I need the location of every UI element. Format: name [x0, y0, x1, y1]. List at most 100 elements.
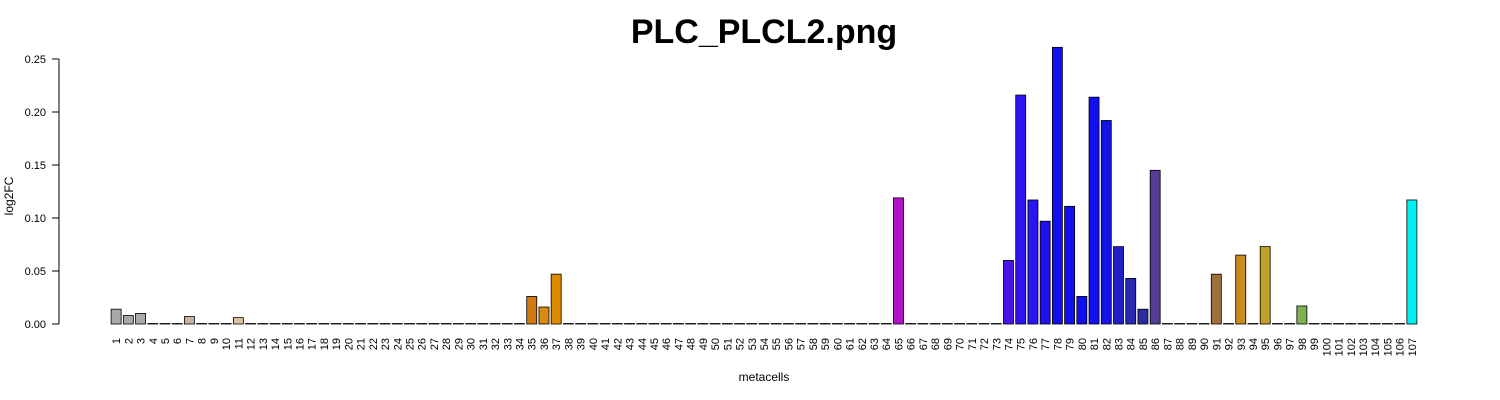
x-tick-label: 39: [576, 338, 588, 350]
bar-30: [465, 323, 477, 325]
bar-104: [1369, 323, 1381, 325]
bar-55: [770, 323, 782, 325]
x-tick-label: 71: [967, 338, 979, 350]
x-tick-label: 70: [955, 338, 967, 350]
bars: [110, 46, 1418, 325]
bar-67: [917, 323, 929, 325]
x-tick-label: 36: [539, 338, 551, 350]
bar-86: [1149, 169, 1161, 325]
bar-5: [159, 323, 171, 325]
bar-99: [1308, 323, 1320, 325]
bar-79: [1064, 205, 1076, 325]
x-tick-label: 102: [1346, 338, 1358, 356]
bar-82: [1100, 120, 1112, 325]
x-tick-label: 24: [392, 338, 404, 350]
y-tick-label: 0.05: [25, 266, 46, 278]
y-tick-label: 0.15: [25, 160, 46, 172]
bar-37: [550, 273, 562, 325]
bar-65: [893, 197, 904, 325]
bar-53: [746, 323, 758, 325]
x-tick-label: 19: [331, 338, 343, 350]
x-tick-label: 51: [722, 338, 734, 350]
bar-106: [1394, 323, 1406, 325]
x-tick-label: 16: [294, 338, 306, 350]
bar-61: [844, 323, 855, 325]
x-tick-label: 45: [649, 338, 661, 350]
x-tick-label: 50: [710, 338, 722, 350]
y-tick-label: 0.00: [25, 319, 46, 331]
x-tick-label: 89: [1187, 338, 1199, 350]
x-tick-label: 18: [319, 338, 331, 350]
x-tick-label: 43: [625, 338, 637, 350]
bar-46: [660, 323, 672, 325]
x-tick-label: 6: [172, 338, 184, 344]
bar-83: [1113, 246, 1124, 325]
x-tick-label: 84: [1126, 338, 1138, 350]
bar-18: [318, 323, 330, 325]
x-tick-label: 34: [515, 338, 527, 350]
bar-45: [648, 323, 660, 325]
x-tick-label: 54: [759, 338, 771, 350]
x-tick-label: 80: [1077, 338, 1089, 350]
y-tick-label: 0.10: [25, 213, 46, 225]
x-tick-label: 37: [551, 338, 563, 350]
bar-22: [367, 323, 379, 325]
bar-72: [978, 323, 990, 325]
bar-71: [966, 323, 978, 325]
bar-49: [697, 323, 709, 325]
bar-59: [819, 323, 831, 325]
x-tick-label: 99: [1309, 338, 1321, 350]
x-tick-label: 44: [637, 338, 649, 350]
bar-88: [1174, 323, 1186, 325]
bar-78: [1051, 46, 1063, 325]
x-tick-label: 106: [1395, 338, 1407, 356]
bar-69: [941, 323, 953, 325]
bar-87: [1161, 323, 1173, 325]
x-tick-label: 77: [1040, 338, 1052, 350]
x-tick-label: 82: [1101, 338, 1113, 350]
y-tick-label: 0.25: [25, 54, 46, 66]
bar-101: [1333, 323, 1344, 325]
x-tick-label: 93: [1236, 338, 1248, 350]
x-tick-label: 9: [209, 338, 221, 344]
bar-25: [404, 323, 415, 325]
bar-19: [330, 323, 342, 325]
x-tick-label: 101: [1334, 338, 1346, 356]
bar-47: [673, 323, 684, 325]
x-tick-label: 12: [246, 338, 258, 350]
x-tick-label: 7: [184, 338, 196, 344]
x-tick-label: 26: [417, 338, 429, 350]
x-tick-label: 107: [1407, 338, 1419, 356]
x-tick-label: 76: [1028, 338, 1040, 350]
x-tick-label: 53: [747, 338, 759, 350]
bar-36: [538, 306, 550, 325]
x-tick-label: 75: [1016, 338, 1028, 350]
x-tick-label: 100: [1321, 338, 1333, 356]
bar-16: [294, 323, 305, 325]
x-tick-label: 29: [453, 338, 465, 350]
x-axis-label: metacells: [739, 370, 790, 384]
x-tick-label: 55: [771, 338, 783, 350]
x-tick-label: 60: [832, 338, 844, 350]
bar-56: [783, 323, 794, 325]
x-tick-label: 66: [906, 338, 918, 350]
bar-6: [171, 323, 183, 325]
x-tick-label: 69: [942, 338, 954, 350]
bar-38: [563, 323, 574, 325]
bar-92: [1223, 323, 1234, 325]
bar-66: [905, 323, 917, 325]
x-tick-label: 61: [845, 338, 857, 350]
bar-48: [685, 323, 697, 325]
x-tick-label: 22: [368, 338, 380, 350]
x-tick-label: 13: [258, 338, 270, 350]
x-tick-label: 63: [869, 338, 881, 350]
x-tick-label: 73: [991, 338, 1003, 350]
x-tick-label: 103: [1358, 338, 1370, 356]
bar-32: [489, 323, 501, 325]
bar-76: [1027, 199, 1039, 325]
x-tick-label: 86: [1150, 338, 1162, 350]
x-tick-label: 105: [1382, 338, 1394, 356]
bar-11: [232, 317, 244, 325]
x-tick-label: 104: [1370, 338, 1382, 356]
